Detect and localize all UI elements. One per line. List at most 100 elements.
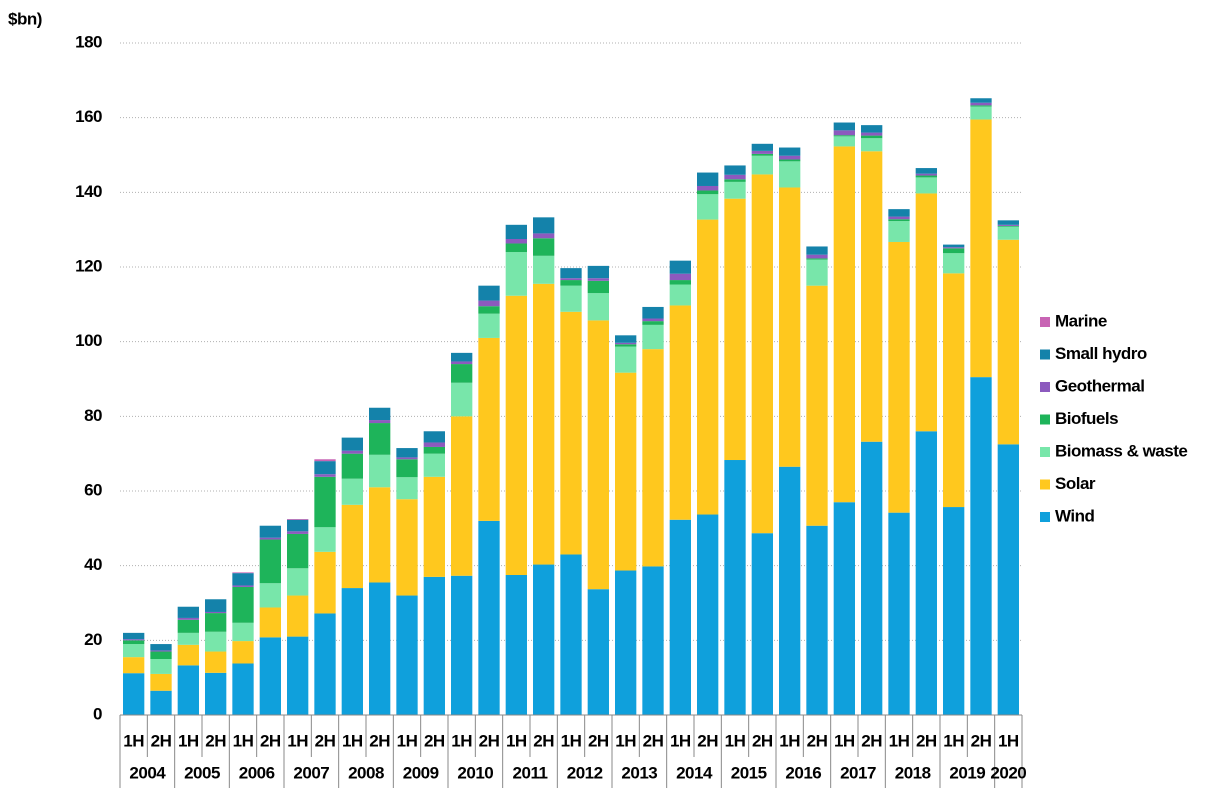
bar-segment (287, 531, 309, 534)
bar-segment (150, 651, 172, 659)
x-tick-label: 1H (123, 731, 144, 750)
x-group-label: 2005 (184, 763, 220, 782)
y-tick-label: 40 (84, 555, 102, 574)
bar-segment (669, 519, 691, 715)
bar-segment (642, 306, 664, 319)
x-tick-label: 1H (506, 731, 527, 750)
bar-segment (997, 220, 1019, 225)
bar-segment (423, 476, 445, 577)
bar-segment (478, 300, 500, 307)
x-group-label: 2006 (239, 763, 275, 782)
bar-segment (423, 442, 445, 447)
x-group-label: 2014 (676, 763, 713, 782)
bar-segment (861, 135, 883, 139)
x-group-label: 2008 (348, 763, 384, 782)
bar-segment (915, 431, 937, 715)
bar-segment (341, 504, 363, 589)
bar-segment (259, 525, 281, 538)
bar-segment (724, 198, 746, 461)
bar-segment (205, 599, 227, 612)
bar-segment (396, 499, 418, 596)
x-tick-label: 2H (205, 731, 226, 750)
bar-segment (560, 285, 582, 312)
bar-segment (724, 174, 746, 180)
bar-segment (505, 243, 527, 253)
x-tick-label: 1H (342, 731, 363, 750)
bar-segment (697, 172, 719, 186)
bar-segment (478, 337, 500, 521)
bar-segment (287, 519, 309, 532)
bar-segment (861, 138, 883, 152)
bar-segment (314, 527, 336, 552)
bar-segment (505, 239, 527, 244)
bar-segment (369, 487, 391, 583)
bar-segment (642, 321, 664, 325)
bar-segment (943, 507, 965, 715)
bar-segment (423, 453, 445, 477)
bar-segment (341, 478, 363, 505)
bar-segment (833, 136, 855, 147)
bar-segment (451, 364, 473, 383)
bar-segment (697, 219, 719, 515)
y-tick-label: 140 (75, 182, 102, 201)
bar-segment (505, 295, 527, 575)
bar-segment (779, 147, 801, 156)
x-tick-label: 1H (834, 731, 855, 750)
bar-segment (888, 512, 910, 715)
bar-segment (587, 293, 609, 321)
x-group-label: 2012 (567, 763, 603, 782)
bar-segment (806, 246, 828, 255)
bar-segment (341, 450, 363, 454)
bar-segment (724, 165, 746, 175)
x-tick-label: 2H (916, 731, 937, 750)
legend-swatch (1040, 382, 1050, 392)
bar-segment (341, 437, 363, 451)
bar-segment (533, 233, 555, 239)
bar-segment (751, 153, 773, 156)
bar-segment (505, 224, 527, 239)
x-group-label: 2004 (129, 763, 166, 782)
bar-segment (396, 477, 418, 500)
bar-segment (478, 520, 500, 715)
bar-segment (369, 407, 391, 421)
bar-segment (314, 476, 336, 528)
bar-segment (205, 672, 227, 715)
bar-segment (150, 659, 172, 674)
bar-segment (478, 285, 500, 301)
x-tick-label: 2H (315, 731, 336, 750)
bar-segment (205, 613, 227, 632)
bar-segment (341, 453, 363, 479)
bar-segment (751, 143, 773, 151)
bar-segment (451, 382, 473, 417)
bar-segment (806, 254, 828, 259)
x-tick-label: 1H (178, 731, 199, 750)
bar-segment (232, 663, 254, 715)
x-tick-label: 1H (397, 731, 418, 750)
y-tick-label: 60 (84, 480, 102, 499)
bar-segment (587, 265, 609, 279)
bar-segment (888, 221, 910, 242)
bar-segment (232, 641, 254, 664)
bar-segment (915, 168, 937, 174)
bar-segment (806, 285, 828, 526)
bar-segment (177, 644, 199, 666)
x-tick-label: 1H (287, 731, 308, 750)
y-tick-label: 20 (84, 630, 102, 649)
bar-segment (451, 575, 473, 715)
bar-segment (177, 617, 199, 620)
bar-segment (396, 448, 418, 458)
bar-segment (751, 174, 773, 534)
bar-segment (806, 525, 828, 715)
bar-segment (259, 537, 281, 540)
legend-swatch (1040, 317, 1050, 327)
x-tick-label: 2H (861, 731, 882, 750)
bar-segment (560, 268, 582, 279)
bar-segment (970, 98, 992, 103)
x-tick-label: 2H (971, 731, 992, 750)
bar-segment (587, 589, 609, 715)
bar-segment (669, 305, 691, 520)
bar-segment (888, 209, 910, 217)
legend-swatch (1040, 512, 1050, 522)
bar-segment (560, 280, 582, 286)
bar-segment (150, 650, 172, 652)
